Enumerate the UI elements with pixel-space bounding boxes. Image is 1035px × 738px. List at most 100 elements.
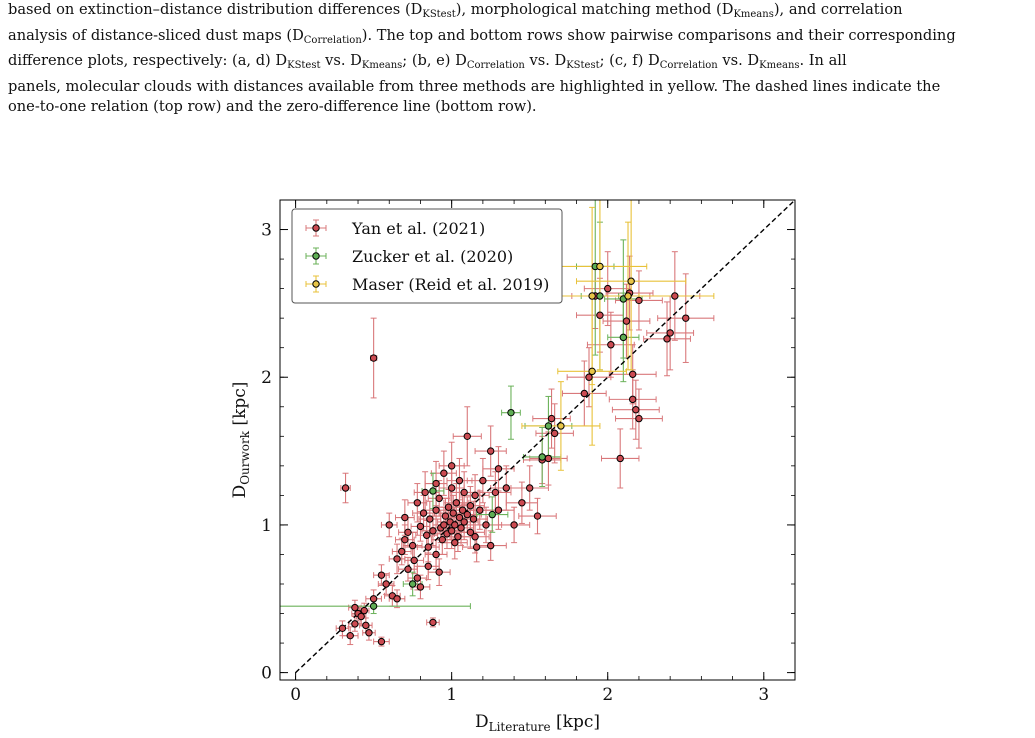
data-point-yan: [421, 488, 429, 497]
data-point-yan: [393, 555, 401, 563]
legend-entry-maser: Maser (Reid et al. 2019): [352, 275, 549, 294]
data-point-yan: [455, 513, 464, 522]
data-point-yan: [476, 506, 484, 514]
caption-subscript: KStest: [566, 60, 600, 71]
x-axis-title: DLiterature [kpc]: [475, 712, 600, 734]
data-point-yan: [663, 335, 671, 343]
data-point-yan: [413, 499, 422, 507]
data-point-yan: [377, 637, 386, 646]
data-point-yan: [486, 541, 495, 550]
data-point-yan: [471, 491, 479, 500]
data-point-yan: [463, 432, 471, 441]
caption-subscript: Correlation: [303, 34, 362, 46]
data-point-yan: [369, 595, 378, 603]
caption-subscript: KStest: [422, 9, 456, 20]
y-tick-label: 3: [261, 221, 272, 241]
data-point-yan: [491, 488, 500, 497]
data-point-maser: [596, 262, 604, 271]
data-point-yan: [632, 406, 640, 414]
data-point-yan: [494, 465, 503, 473]
caption-text: one-to-one relation (top row) and the ze…: [8, 98, 537, 115]
y-tick-label: 2: [261, 368, 272, 388]
data-point-zucker: [619, 333, 628, 342]
data-point-yan: [351, 620, 359, 628]
data-point-yan: [666, 329, 674, 337]
data-point-maser: [588, 292, 596, 300]
caption-subscript: Correlation: [466, 60, 525, 71]
data-point-yan: [550, 429, 559, 438]
data-point-yan: [449, 509, 457, 517]
data-point-yan: [424, 562, 432, 570]
caption-text: vs. D: [524, 52, 567, 69]
data-point-yan: [426, 515, 434, 523]
data-point-yan: [635, 414, 643, 423]
caption-text: vs. D: [717, 52, 760, 69]
data-point-yan: [447, 484, 456, 492]
data-point-yan: [682, 314, 690, 322]
x-tick-label: 1: [446, 685, 457, 705]
data-point-yan: [486, 447, 495, 455]
data-point-yan: [351, 603, 359, 612]
markers-layer: [338, 262, 690, 646]
x-axis-title-sub: Literature: [489, 720, 551, 734]
data-point-yan: [466, 502, 475, 510]
data-point-maser: [624, 292, 632, 300]
data-point-yan: [607, 341, 615, 349]
data-point-yan: [451, 538, 459, 547]
data-point-yan: [585, 373, 593, 381]
data-point-zucker: [538, 453, 546, 461]
caption-text: ). The top and bottom rows show pairwise…: [361, 26, 956, 44]
data-point-yan: [424, 543, 432, 551]
caption-subscript: Kmeans: [759, 60, 800, 71]
data-point-maser: [557, 422, 565, 430]
data-point-yan: [438, 535, 447, 544]
data-point-yan: [357, 612, 365, 621]
data-point-maser: [627, 277, 635, 285]
data-point-yan: [451, 521, 459, 529]
data-point-yan: [447, 462, 456, 470]
caption-text: difference plots, respectively: (a, d) D: [8, 52, 288, 69]
data-point-yan: [346, 631, 354, 640]
data-point-yan: [413, 574, 422, 582]
caption-text: based on extinction–distance distributio…: [8, 1, 423, 18]
caption-subscript: KStest: [287, 60, 321, 71]
data-point-yan: [441, 512, 450, 520]
legend-marker-yan: [312, 224, 320, 232]
y-tick-label: 0: [261, 664, 272, 684]
data-point-yan: [454, 533, 462, 541]
caption-line: one-to-one relation (top row) and the ze…: [8, 97, 1027, 118]
data-point-yan: [401, 513, 409, 522]
caption-text: . In all: [799, 52, 847, 69]
data-point-yan: [466, 528, 475, 537]
data-point-yan: [463, 510, 471, 519]
data-point-yan: [360, 606, 368, 615]
caption-subscript: Kmeans: [361, 60, 403, 71]
caption-line: based on extinction–distance distributio…: [8, 0, 1027, 26]
caption-text: ; (b, e) D: [402, 52, 467, 69]
data-point-yan: [479, 476, 487, 485]
data-point-yan: [429, 618, 437, 627]
data-point-yan: [444, 503, 453, 511]
data-point-yan: [671, 292, 679, 300]
data-point-yan: [440, 521, 448, 529]
data-point-yan: [435, 568, 443, 576]
data-point-yan: [452, 499, 461, 507]
caption-text: ; (c, f) D: [599, 52, 660, 69]
x-axis-title-main: D: [475, 712, 489, 732]
data-point-yan: [635, 296, 643, 305]
data-point-yan: [596, 311, 604, 319]
data-point-yan: [502, 484, 510, 492]
caption-subscript: Kmeans: [733, 9, 774, 20]
data-point-yan: [460, 488, 468, 497]
x-tick-label: 3: [758, 685, 769, 705]
data-point-yan: [362, 621, 370, 630]
data-point-zucker: [488, 510, 496, 519]
legend-entry-yan: Yan et al. (2021): [351, 219, 485, 238]
data-point-yan: [382, 580, 390, 588]
data-point-yan: [628, 370, 637, 378]
data-point-yan: [432, 550, 440, 559]
caption-text: vs. D: [320, 52, 362, 69]
y-axis-title-main: D: [230, 485, 250, 499]
data-point-yan: [369, 354, 378, 362]
data-point-yan: [401, 535, 409, 544]
